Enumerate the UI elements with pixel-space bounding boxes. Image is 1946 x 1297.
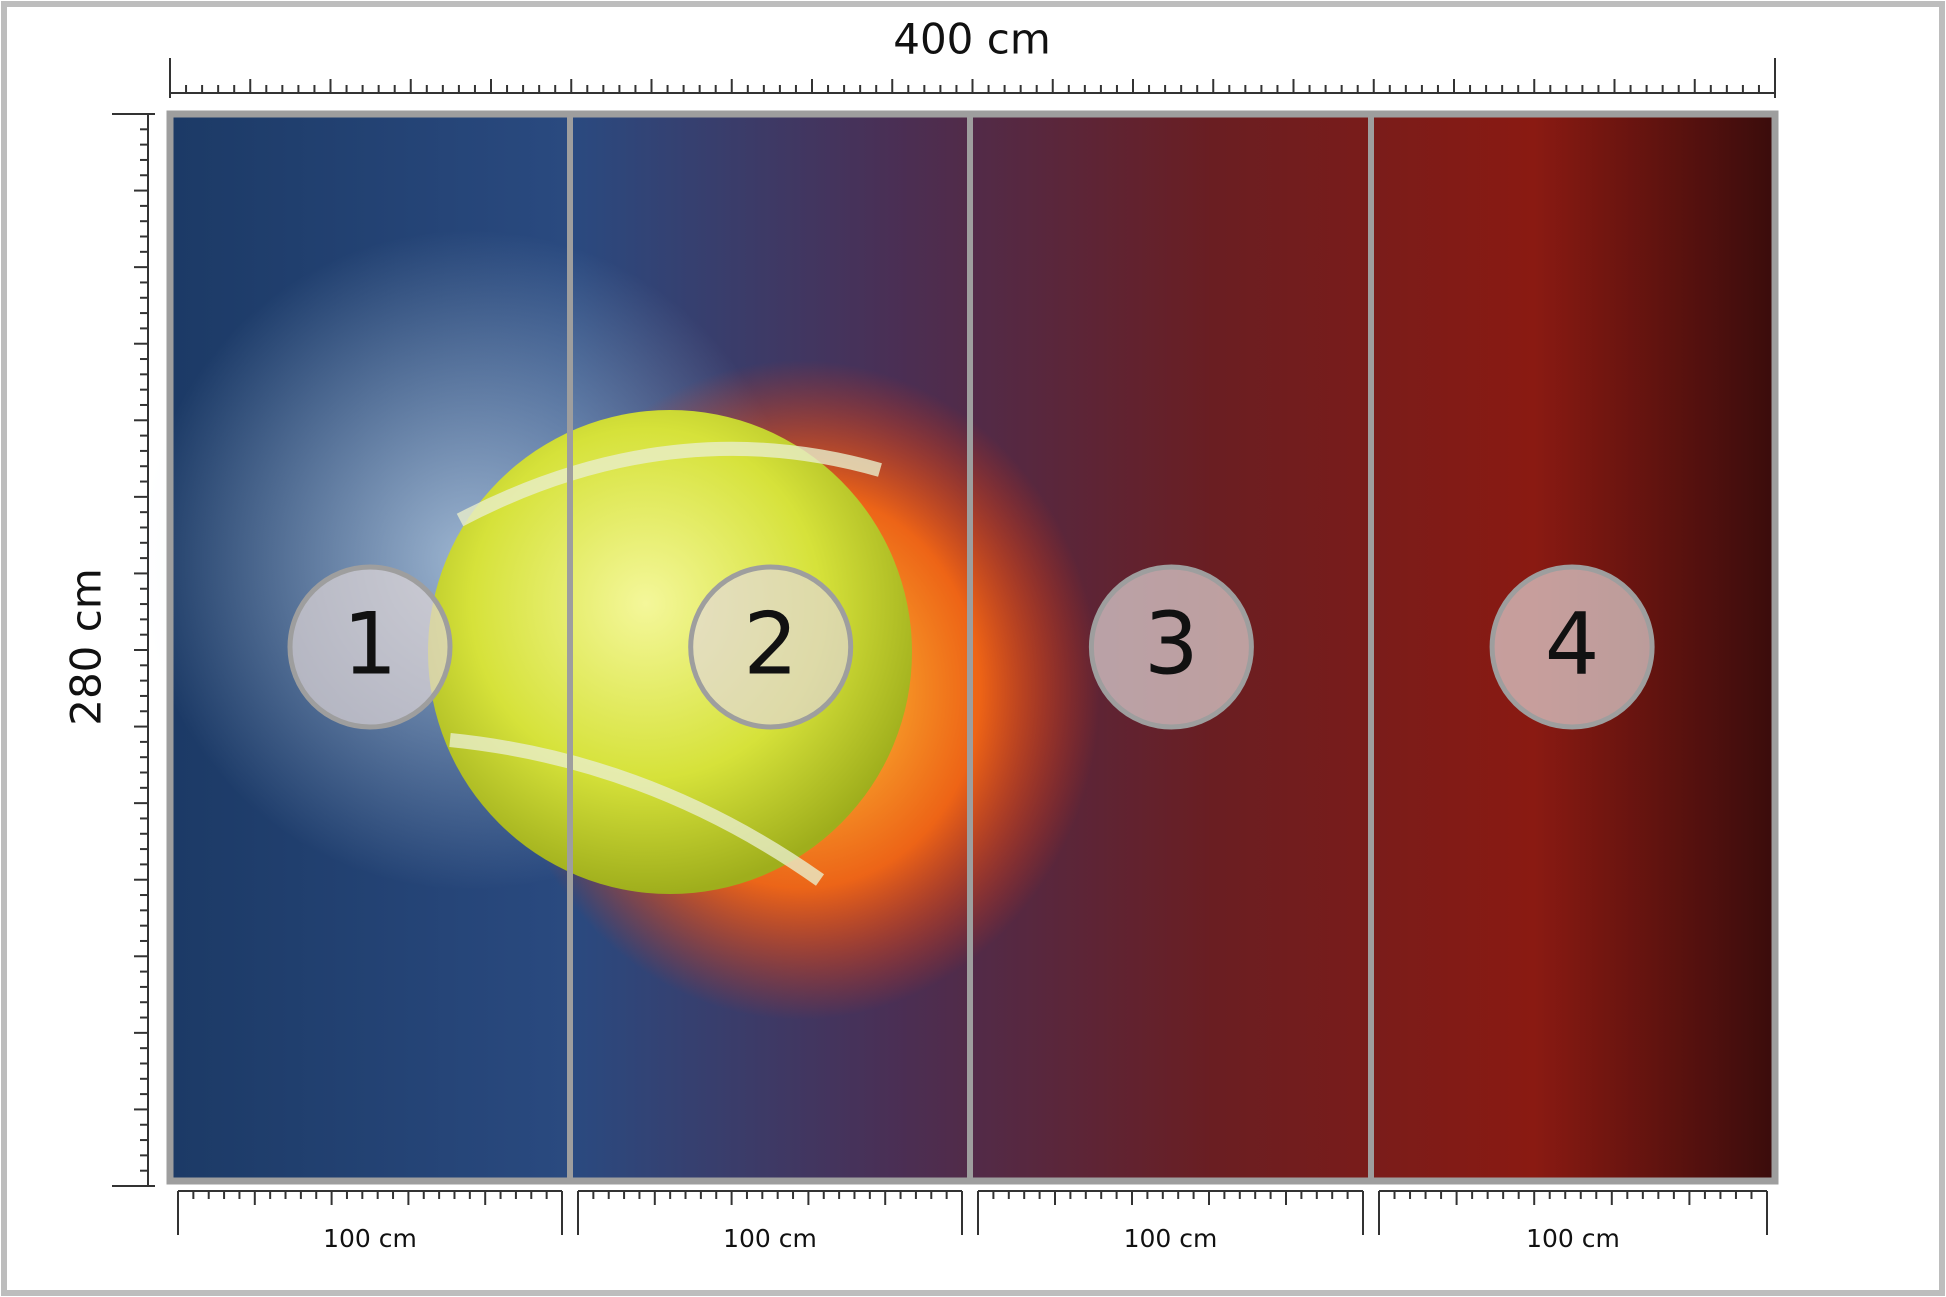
panel-number: 3 <box>1144 594 1199 694</box>
panels: 1 100 cm 2 100 cm 3 100 cm 4 100 cm <box>177 564 1768 1253</box>
panel-number-badge <box>287 564 453 730</box>
panel-number: 2 <box>743 594 798 694</box>
panel-width-label: 100 cm <box>723 1224 817 1253</box>
panel-width-label: 100 cm <box>1526 1224 1620 1253</box>
panel-number-badge <box>1489 564 1655 730</box>
panel-number-badge <box>1088 564 1254 730</box>
panel-width-label: 100 cm <box>323 1224 417 1253</box>
panel-number: 1 <box>343 594 398 694</box>
width-label: 400 cm <box>893 15 1051 64</box>
panel-number-badge <box>688 564 854 730</box>
height-label: 280 cm <box>62 568 111 726</box>
panel-number: 4 <box>1545 594 1600 694</box>
panel-width-label: 100 cm <box>1124 1224 1218 1253</box>
rulers <box>112 58 1776 1187</box>
